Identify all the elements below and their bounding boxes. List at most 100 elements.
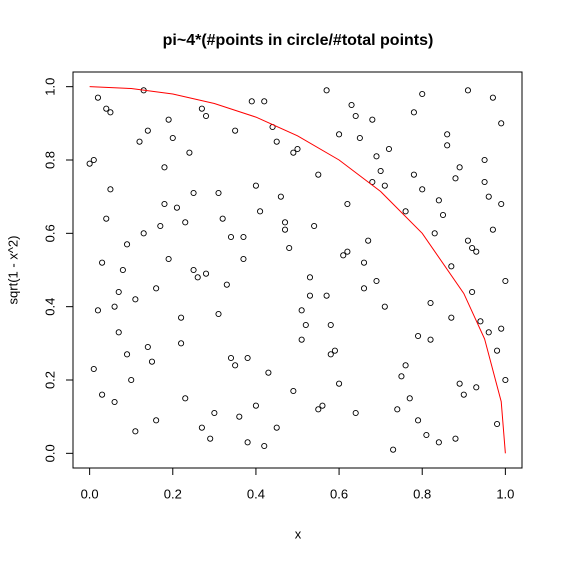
point bbox=[219, 215, 226, 222]
point bbox=[356, 134, 363, 142]
x-tick-label: 0.4 bbox=[247, 486, 265, 501]
point bbox=[123, 241, 131, 248]
point bbox=[473, 248, 480, 255]
point bbox=[464, 237, 472, 244]
point bbox=[173, 204, 180, 211]
point bbox=[298, 336, 305, 343]
point bbox=[86, 160, 93, 167]
point bbox=[277, 193, 284, 200]
point bbox=[202, 112, 210, 120]
point bbox=[169, 134, 176, 142]
x-tick-label: 1.0 bbox=[496, 486, 514, 501]
point bbox=[336, 380, 343, 387]
point bbox=[161, 200, 168, 208]
point bbox=[132, 296, 139, 303]
point bbox=[352, 409, 359, 417]
point bbox=[415, 417, 422, 424]
chart-title: pi~4*(#points in circle/#total points) bbox=[163, 32, 434, 49]
point bbox=[223, 281, 230, 288]
point bbox=[323, 87, 330, 94]
point bbox=[444, 142, 451, 149]
point bbox=[456, 380, 463, 387]
point bbox=[336, 131, 343, 138]
point bbox=[178, 314, 185, 321]
point bbox=[294, 145, 301, 153]
point bbox=[464, 87, 472, 94]
point bbox=[107, 186, 114, 193]
point bbox=[240, 233, 247, 241]
point bbox=[344, 200, 351, 208]
point bbox=[161, 164, 168, 171]
point bbox=[227, 354, 235, 362]
point bbox=[489, 94, 496, 101]
point bbox=[469, 244, 476, 252]
point bbox=[435, 197, 442, 204]
point bbox=[107, 109, 114, 116]
point bbox=[90, 365, 97, 373]
point bbox=[140, 230, 147, 237]
point bbox=[281, 219, 289, 226]
point bbox=[360, 259, 368, 266]
point bbox=[419, 90, 426, 98]
y-axis-label: sqrt(1 - x^2) bbox=[5, 236, 20, 305]
point bbox=[427, 336, 434, 343]
point bbox=[402, 362, 409, 369]
point bbox=[352, 112, 359, 120]
point bbox=[427, 299, 434, 307]
point bbox=[306, 292, 314, 299]
point bbox=[111, 303, 118, 310]
point bbox=[261, 442, 268, 450]
point bbox=[178, 340, 185, 347]
point bbox=[323, 292, 330, 299]
point bbox=[298, 307, 305, 314]
point bbox=[136, 138, 143, 145]
point bbox=[473, 384, 480, 391]
point bbox=[273, 138, 280, 145]
point bbox=[410, 109, 417, 116]
point bbox=[148, 358, 156, 365]
point bbox=[99, 391, 106, 398]
point bbox=[198, 424, 205, 431]
point bbox=[460, 391, 467, 398]
point bbox=[406, 395, 413, 402]
point bbox=[498, 200, 505, 208]
point bbox=[485, 329, 492, 336]
point bbox=[452, 435, 459, 442]
point bbox=[128, 376, 135, 384]
point bbox=[232, 362, 239, 369]
point bbox=[385, 145, 393, 153]
point bbox=[435, 439, 442, 446]
point bbox=[311, 222, 318, 230]
point bbox=[265, 369, 272, 376]
point bbox=[227, 233, 235, 241]
point bbox=[373, 277, 380, 285]
point bbox=[90, 156, 97, 164]
point bbox=[119, 266, 126, 274]
point bbox=[94, 94, 101, 101]
point bbox=[419, 186, 426, 193]
x-tick-label: 0.0 bbox=[81, 486, 99, 501]
point bbox=[115, 288, 122, 296]
point bbox=[252, 402, 259, 409]
x-tick-label: 0.6 bbox=[330, 486, 348, 501]
point bbox=[360, 285, 368, 292]
point bbox=[186, 149, 193, 156]
point bbox=[365, 237, 372, 244]
point bbox=[111, 398, 118, 406]
point bbox=[286, 244, 293, 252]
point bbox=[377, 167, 384, 175]
point bbox=[157, 222, 164, 230]
point bbox=[448, 314, 455, 321]
x-axis-label: x bbox=[295, 526, 302, 541]
point bbox=[431, 230, 438, 237]
point bbox=[319, 402, 326, 409]
point bbox=[132, 428, 139, 435]
point bbox=[369, 116, 376, 123]
point bbox=[315, 171, 322, 178]
x-tick-label: 0.8 bbox=[413, 486, 431, 501]
point bbox=[469, 288, 476, 296]
point bbox=[394, 406, 401, 413]
point bbox=[244, 354, 251, 362]
point bbox=[306, 274, 314, 281]
point bbox=[103, 215, 110, 222]
